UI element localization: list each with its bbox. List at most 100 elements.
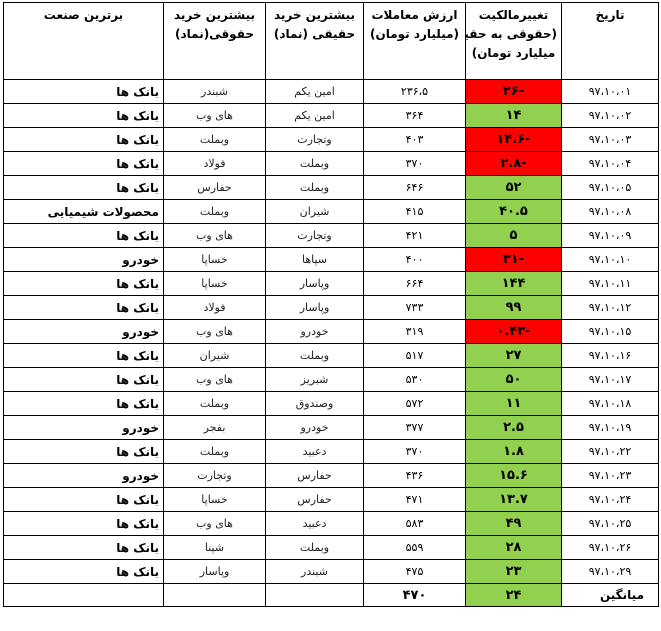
cell-legal-buy: شپنا bbox=[163, 535, 266, 560]
cell-trade-value: ۶۶۴ bbox=[363, 271, 466, 296]
cell-real-buy: حفارس bbox=[265, 463, 364, 488]
cell-ownership-change: ۲.۵ bbox=[465, 415, 562, 440]
table-row: ۹۷،۱۰،۰۵ ۵۲ ۶۴۶ وبملت حفارس بانک ها bbox=[3, 175, 659, 200]
cell-real-buy: وپاسار bbox=[265, 295, 364, 320]
cell-top-industry: بانک ها bbox=[3, 511, 164, 536]
cell-date: ۹۷،۱۰،۲۳ bbox=[561, 463, 659, 488]
cell-ownership-change: ۱۴۴ bbox=[465, 271, 562, 296]
table-row: ۹۷،۱۰،۲۵ ۴۹ ۵۸۳ دعبید های وب بانک ها bbox=[3, 511, 659, 536]
header-legal-buy: بیشترین خرید حقوقی(نماد) bbox=[163, 2, 266, 80]
header-ownership-change: تغییرمالکیت (حقوقی به حقیقی. میلیارد توم… bbox=[465, 2, 562, 80]
cell-legal-buy: بفجر bbox=[163, 415, 266, 440]
cell-trade-value: ۴۰۳ bbox=[363, 127, 466, 152]
cell-top-industry: خودرو bbox=[3, 415, 164, 440]
cell-top-industry: بانک ها bbox=[3, 151, 164, 176]
table-row: ۹۷،۱۰،۰۲ ۱۴ ۳۶۴ امین یکم های وب بانک ها bbox=[3, 103, 659, 128]
cell-trade-value: ۴۱۵ bbox=[363, 199, 466, 224]
cell-date: ۹۷،۱۰،۰۹ bbox=[561, 223, 659, 248]
cell-real-buy: دعبید bbox=[265, 511, 364, 536]
cell-legal-buy: وبملت bbox=[163, 439, 266, 464]
cell-trade-value: ۴۳۶ bbox=[363, 463, 466, 488]
cell-ownership-change: ۴۰.۵ bbox=[465, 199, 562, 224]
cell-ownership-change: ۵۲ bbox=[465, 175, 562, 200]
cell-legal-buy: های وب bbox=[163, 367, 266, 392]
table-row: ۹۷،۱۰،۰۴ -۲.۸ ۳۷۰ وبملت فولاد بانک ها bbox=[3, 151, 659, 176]
cell-trade-value: ۳۷۰ bbox=[363, 151, 466, 176]
cell-legal-buy: خساپا bbox=[163, 247, 266, 272]
cell-date: ۹۷،۱۰،۱۲ bbox=[561, 295, 659, 320]
cell-ownership-change: ۲۷ bbox=[465, 343, 562, 368]
cell-trade-value: ۴۲۱ bbox=[363, 223, 466, 248]
cell-top-industry: بانک ها bbox=[3, 487, 164, 512]
cell-top-industry: بانک ها bbox=[3, 127, 164, 152]
table-row: ۹۷،۱۰،۲۶ ۲۸ ۵۵۹ وبملت شپنا بانک ها bbox=[3, 535, 659, 560]
cell-date: ۹۷،۱۰،۱۹ bbox=[561, 415, 659, 440]
cell-real-buy: شبریز bbox=[265, 367, 364, 392]
cell-top-industry: محصولات شیمیایی bbox=[3, 199, 164, 224]
cell-real-buy: امین یکم bbox=[265, 103, 364, 128]
cell-trade-value: ۳۶۴ bbox=[363, 103, 466, 128]
cell-top-industry: خودرو bbox=[3, 319, 164, 344]
cell-top-industry: خودرو bbox=[3, 247, 164, 272]
cell-date: ۹۷،۱۰،۰۸ bbox=[561, 199, 659, 224]
cell-ownership-change: ۱۴ bbox=[465, 103, 562, 128]
table-row: ۹۷،۱۰،۰۸ ۴۰.۵ ۴۱۵ شیران وبملت محصولات شیمیایی bbox=[3, 199, 659, 224]
cell-legal-buy: وبملت bbox=[163, 127, 266, 152]
cell-legal-buy: وتجارت bbox=[163, 463, 266, 488]
cell-trade-value: ۲۳۶،۵ bbox=[363, 79, 466, 104]
cell-ownership-change: -۰.۴۳ bbox=[465, 319, 562, 344]
cell-trade-value: ۳۷۷ bbox=[363, 415, 466, 440]
cell-legal-buy: فولاد bbox=[163, 151, 266, 176]
table-row: ۹۷،۱۰،۱۸ ۱۱ ۵۷۲ وصندوق وبملت بانک ها bbox=[3, 391, 659, 416]
cell-date: ۹۷،۱۰،۲۹ bbox=[561, 559, 659, 584]
table-row: ۹۷،۱۰،۲۳ ۱۵.۶ ۴۳۶ حفارس وتجارت خودرو bbox=[3, 463, 659, 488]
table-row: ۹۷،۱۰،۲۲ ۱.۸ ۳۷۰ دعبید وبملت بانک ها bbox=[3, 439, 659, 464]
cell-top-industry: بانک ها bbox=[3, 343, 164, 368]
cell-top-industry: بانک ها bbox=[3, 223, 164, 248]
cell-legal-buy: وپاسار bbox=[163, 559, 266, 584]
table-body: ۹۷،۱۰،۰۱ -۲۶ ۲۳۶،۵ امین یکم شبندر بانک ها ۹۷،۱… bbox=[3, 79, 659, 584]
cell-ownership-change: ۹۹ bbox=[465, 295, 562, 320]
cell-date: ۹۷،۱۰،۱۸ bbox=[561, 391, 659, 416]
cell-trade-value: ۳۱۹ bbox=[363, 319, 466, 344]
cell-legal-buy: وبملت bbox=[163, 199, 266, 224]
cell-top-industry: بانک ها bbox=[3, 535, 164, 560]
cell-trade-value: ۵۷۲ bbox=[363, 391, 466, 416]
cell-top-industry: بانک ها bbox=[3, 559, 164, 584]
cell-date: ۹۷،۱۰،۰۳ bbox=[561, 127, 659, 152]
table-row: ۹۷،۱۰،۱۲ ۹۹ ۷۳۳ وپاسار فولاد بانک ها bbox=[3, 295, 659, 320]
header-top-industry: برترین صنعت bbox=[3, 2, 164, 80]
cell-legal-buy: های وب bbox=[163, 511, 266, 536]
cell-trade-value: ۴۷۱ bbox=[363, 487, 466, 512]
cell-trade-value: ۵۳۰ bbox=[363, 367, 466, 392]
table-row: ۹۷،۱۰،۱۱ ۱۴۴ ۶۶۴ وپاسار خساپا بانک ها bbox=[3, 271, 659, 296]
cell-real-buy: وبملت bbox=[265, 175, 364, 200]
cell-ownership-change: -۲۶ bbox=[465, 79, 562, 104]
cell-top-industry: بانک ها bbox=[3, 391, 164, 416]
header-date: تاریخ bbox=[561, 2, 659, 80]
table-row: ۹۷،۱۰،۱۵ -۰.۴۳ ۳۱۹ خودرو های وب خودرو bbox=[3, 319, 659, 344]
cell-date: ۹۷،۱۰،۱۶ bbox=[561, 343, 659, 368]
cell-legal-buy: شیران bbox=[163, 343, 266, 368]
cell-date: ۹۷،۱۰،۰۵ bbox=[561, 175, 659, 200]
cell-date: ۹۷،۱۰،۲۶ bbox=[561, 535, 659, 560]
cell-real-buy: وبملت bbox=[265, 535, 364, 560]
market-summary-table: تاریخ تغییرمالکیت (حقوقی به حقیقی. میلیا… bbox=[3, 2, 659, 607]
cell-ownership-change: ۱.۸ bbox=[465, 439, 562, 464]
cell-trade-value: ۵۵۹ bbox=[363, 535, 466, 560]
cell-real-buy: وپاسار bbox=[265, 271, 364, 296]
cell-real-buy: خودرو bbox=[265, 319, 364, 344]
table-row: ۹۷،۱۰،۱۶ ۲۷ ۵۱۷ وبملت شیران بانک ها bbox=[3, 343, 659, 368]
average-change: ۲۴ bbox=[465, 583, 562, 607]
average-empty-cell bbox=[265, 583, 364, 607]
cell-top-industry: بانک ها bbox=[3, 367, 164, 392]
cell-ownership-change: ۱۳.۷ bbox=[465, 487, 562, 512]
cell-date: ۹۷،۱۰،۲۵ bbox=[561, 511, 659, 536]
cell-date: ۹۷،۱۰،۱۵ bbox=[561, 319, 659, 344]
cell-date: ۹۷،۱۰،۰۴ bbox=[561, 151, 659, 176]
cell-top-industry: خودرو bbox=[3, 463, 164, 488]
table-row: ۹۷،۱۰،۱۰ -۳۱ ۴۰۰ سپاها خساپا خودرو bbox=[3, 247, 659, 272]
cell-legal-buy: خساپا bbox=[163, 271, 266, 296]
cell-legal-buy: های وب bbox=[163, 223, 266, 248]
cell-real-buy: وبملت bbox=[265, 151, 364, 176]
